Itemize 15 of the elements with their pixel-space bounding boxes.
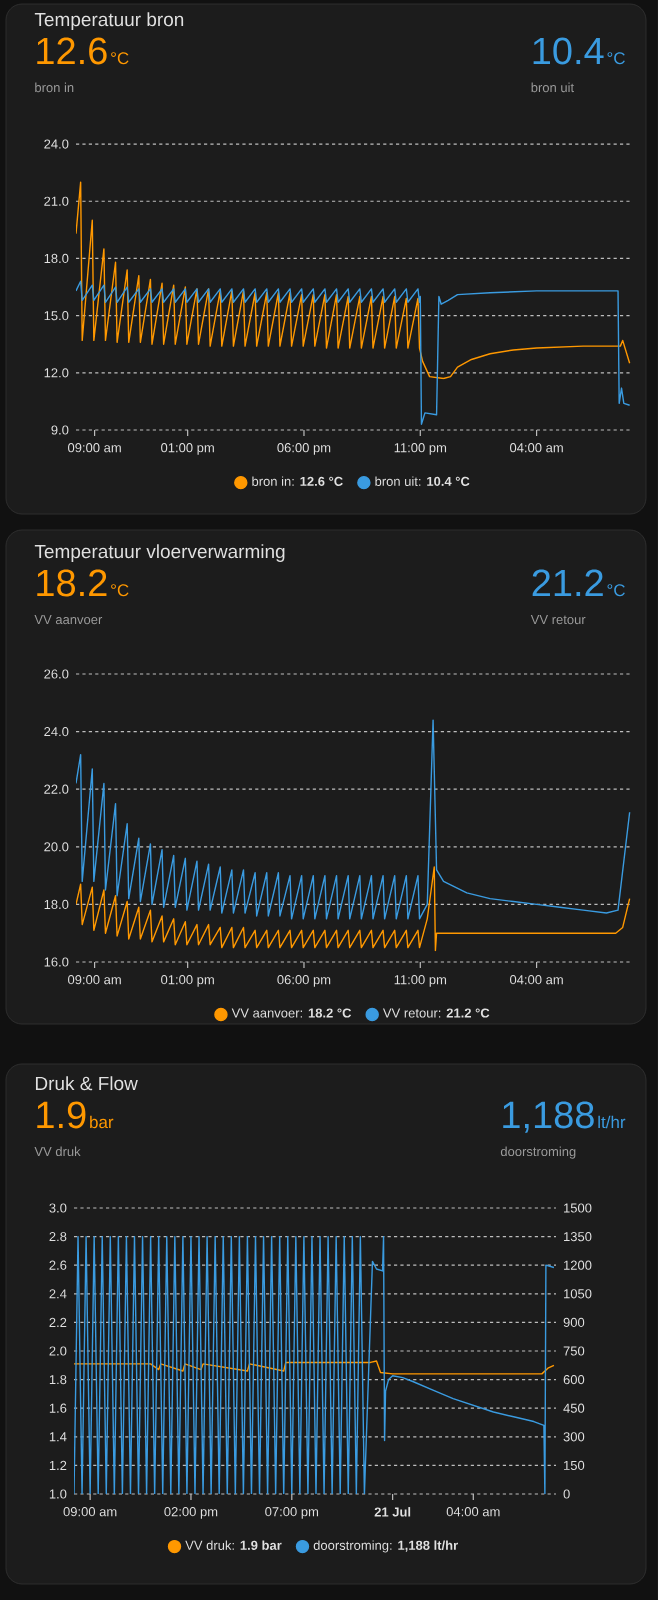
- text: 21.2: [532, 569, 603, 597]
- text: 1.9: [37, 1101, 86, 1129]
- chart-title: Temperatuur vloerverwarming: [34, 544, 285, 562]
- chart-title: Druk & Flow: [35, 1076, 138, 1091]
- text: °C: [607, 52, 625, 65]
- text: lt/hr: [598, 1115, 626, 1129]
- text: 12.6: [37, 37, 107, 65]
- text: 18.2: [37, 569, 107, 597]
- text: °C: [111, 52, 129, 65]
- text: bar: [90, 1115, 114, 1129]
- chart-title: Temperatuur bron: [34, 12, 184, 30]
- text: °C: [607, 584, 625, 597]
- text: 10.4: [533, 37, 604, 65]
- text: 1,188: [503, 1101, 594, 1133]
- text: °C: [111, 584, 129, 597]
